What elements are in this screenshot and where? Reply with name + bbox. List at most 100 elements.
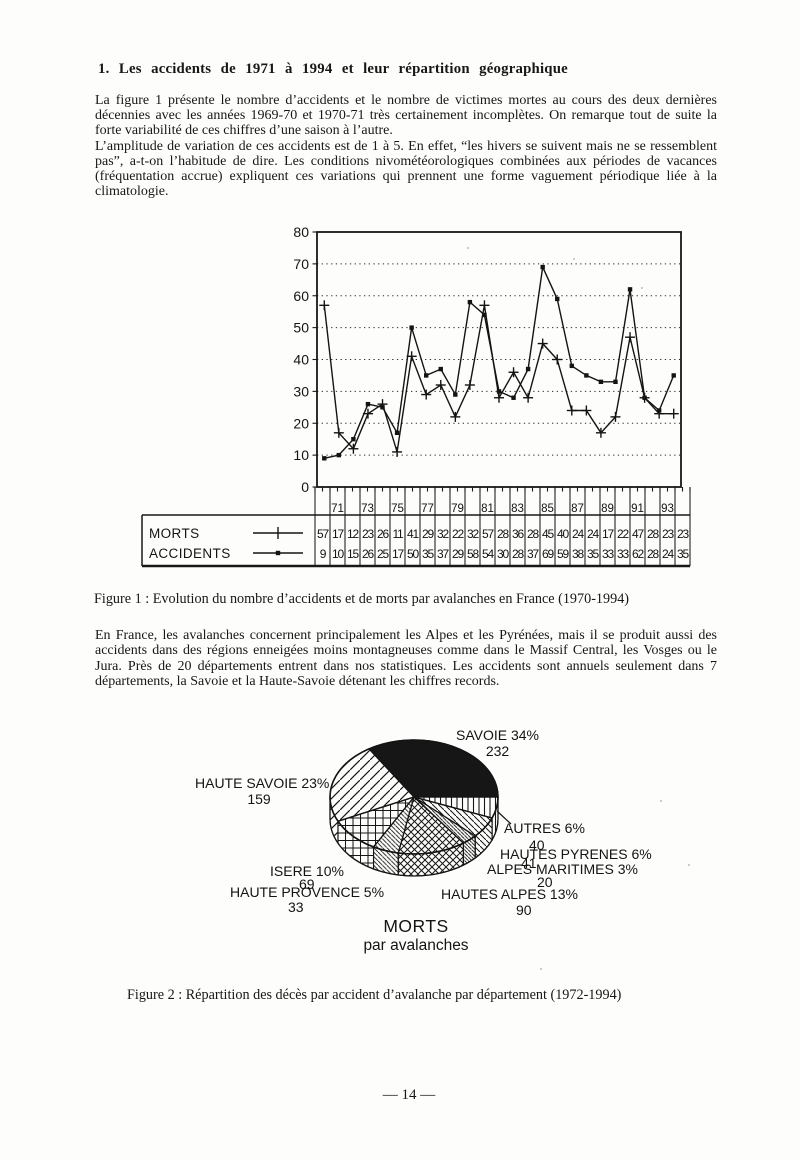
series-accidents: ACCIDENTS 9 10 15 26 25 17 50 35 37 29 58 54 30 28 37 69…	[149, 264, 691, 561]
scan-speck	[660, 800, 662, 802]
svg-text:38: 38	[572, 547, 584, 561]
pie-title: MORTS par avalanches	[341, 916, 491, 955]
scan-speck	[641, 287, 643, 289]
pie-label-hautes-alpes-value: 90	[516, 902, 532, 918]
svg-text:35: 35	[422, 547, 434, 561]
svg-text:47: 47	[632, 527, 644, 541]
section-heading: 1. Les accidents de 1971 à 1994 et leur …	[98, 61, 568, 77]
svg-text:40: 40	[293, 352, 309, 368]
svg-text:77: 77	[421, 503, 434, 515]
scan-speck	[575, 102, 577, 104]
figure2-pie-chart	[329, 739, 512, 877]
svg-text:23: 23	[362, 527, 374, 541]
svg-text:28: 28	[647, 527, 659, 541]
series-line-accidents	[324, 264, 675, 459]
svg-text:0: 0	[301, 479, 309, 495]
svg-text:57: 57	[317, 527, 329, 541]
series-morts: MORTS 57 17 12 23 26 11 41 29 32 22 32 57 28 36 28 45 40 2…	[149, 300, 691, 541]
svg-text:28: 28	[497, 527, 509, 541]
data-table-grid	[141, 487, 691, 568]
svg-text:17: 17	[332, 527, 344, 541]
svg-text:57: 57	[482, 527, 494, 541]
pie-label-autres-value: 40	[529, 837, 545, 853]
svg-text:30: 30	[497, 547, 509, 561]
svg-text:54: 54	[482, 547, 494, 561]
svg-text:89: 89	[601, 503, 614, 515]
svg-text:87: 87	[571, 503, 584, 515]
svg-text:91: 91	[631, 503, 644, 515]
svg-text:23: 23	[677, 527, 689, 541]
scan-speck	[688, 864, 690, 866]
svg-text:33: 33	[602, 547, 614, 561]
pie-title-line1: MORTS	[383, 916, 449, 936]
svg-text:28: 28	[512, 547, 524, 561]
svg-text:60: 60	[293, 288, 309, 304]
pie-label-hautes-pyrenees-value: 41	[521, 855, 537, 871]
pie-label-autres: AUTRES 6%	[504, 820, 585, 836]
plot-frame: 0 10 20 30 40 50 60 70 80	[293, 224, 682, 495]
svg-text:75: 75	[391, 503, 404, 515]
svg-text:93: 93	[661, 503, 674, 515]
figure2-caption: Figure 2 : Répartition des décès par acc…	[127, 987, 622, 1003]
svg-text:29: 29	[452, 547, 464, 561]
svg-text:10: 10	[332, 547, 344, 561]
svg-text:35: 35	[677, 547, 689, 561]
series-line-morts	[323, 305, 674, 453]
svg-text:32: 32	[467, 527, 479, 541]
pie-label-alpes-maritimes: ALPES MARITIMES 3%	[487, 861, 638, 877]
svg-text:ACCIDENTS: ACCIDENTS	[149, 546, 231, 561]
year-labels: 71 73 75 77 79 81 83 85 87 89 91 93	[331, 503, 674, 515]
svg-text:40: 40	[557, 527, 569, 541]
svg-text:35: 35	[587, 547, 599, 561]
svg-text:50: 50	[293, 320, 309, 336]
svg-text:23: 23	[662, 527, 674, 541]
svg-text:59: 59	[557, 547, 569, 561]
pie-label-isere: ISERE 10%	[270, 863, 344, 879]
pie-label-alpes-maritimes-value: 20	[537, 874, 553, 890]
svg-text:9: 9	[320, 547, 327, 561]
svg-text:83: 83	[511, 503, 524, 515]
svg-text:15: 15	[347, 547, 359, 561]
pie-label-haute-provence: HAUTE PROVENCE 5%	[230, 884, 385, 900]
pie-label-isere-value: 69	[299, 876, 315, 892]
svg-text:22: 22	[617, 527, 629, 541]
svg-text:80: 80	[293, 224, 309, 240]
svg-text:81: 81	[481, 503, 494, 515]
svg-text:37: 37	[437, 547, 449, 561]
figure1-line-chart: 0 10 20 30 40 50 60 70 80 71 73 75 77 79 81 83 85 87 89 91 9…	[141, 224, 691, 568]
pie-label-haute-provence-value: 33	[288, 899, 304, 915]
svg-text:28: 28	[647, 547, 659, 561]
svg-text:58: 58	[467, 547, 479, 561]
svg-text:41: 41	[407, 527, 419, 541]
svg-text:62: 62	[632, 547, 644, 561]
svg-text:85: 85	[541, 503, 554, 515]
pie-label-savoie-value: 232	[485, 743, 510, 759]
pie-leaders	[496, 810, 512, 825]
paragraph-3: En France, les avalanches concernent pri…	[95, 628, 717, 689]
svg-text:37: 37	[527, 547, 539, 561]
svg-text:26: 26	[377, 527, 389, 541]
svg-text:32: 32	[437, 527, 449, 541]
pie-label-hautes-alpes: HAUTES ALPES 13%	[441, 886, 578, 902]
svg-text:24: 24	[572, 527, 584, 541]
svg-text:50: 50	[407, 547, 419, 561]
pie-label-haute-savoie: HAUTE SAVOIE 23% 159	[195, 775, 329, 807]
pie-title-line2: par avalanches	[363, 937, 469, 954]
svg-text:79: 79	[451, 503, 464, 515]
svg-text:MORTS: MORTS	[149, 526, 200, 541]
svg-text:22: 22	[452, 527, 464, 541]
svg-text:69: 69	[542, 547, 554, 561]
svg-text:12: 12	[347, 527, 359, 541]
svg-text:11: 11	[392, 527, 404, 541]
pie-label-haute-savoie-value: 159	[247, 791, 271, 807]
figure1-caption: Figure 1 : Evolution du nombre d’acciden…	[94, 591, 630, 607]
pie-label-hautes-pyrenees: HAUTES PYRENES 6%	[500, 846, 652, 862]
svg-text:24: 24	[587, 527, 599, 541]
paragraph-2: L’amplitude de variation de ces accident…	[95, 138, 717, 200]
page-number: — 14 —	[382, 1087, 436, 1103]
svg-text:45: 45	[542, 527, 554, 541]
svg-text:10: 10	[293, 447, 309, 463]
svg-text:29: 29	[422, 527, 434, 541]
pie-slices	[329, 739, 499, 855]
